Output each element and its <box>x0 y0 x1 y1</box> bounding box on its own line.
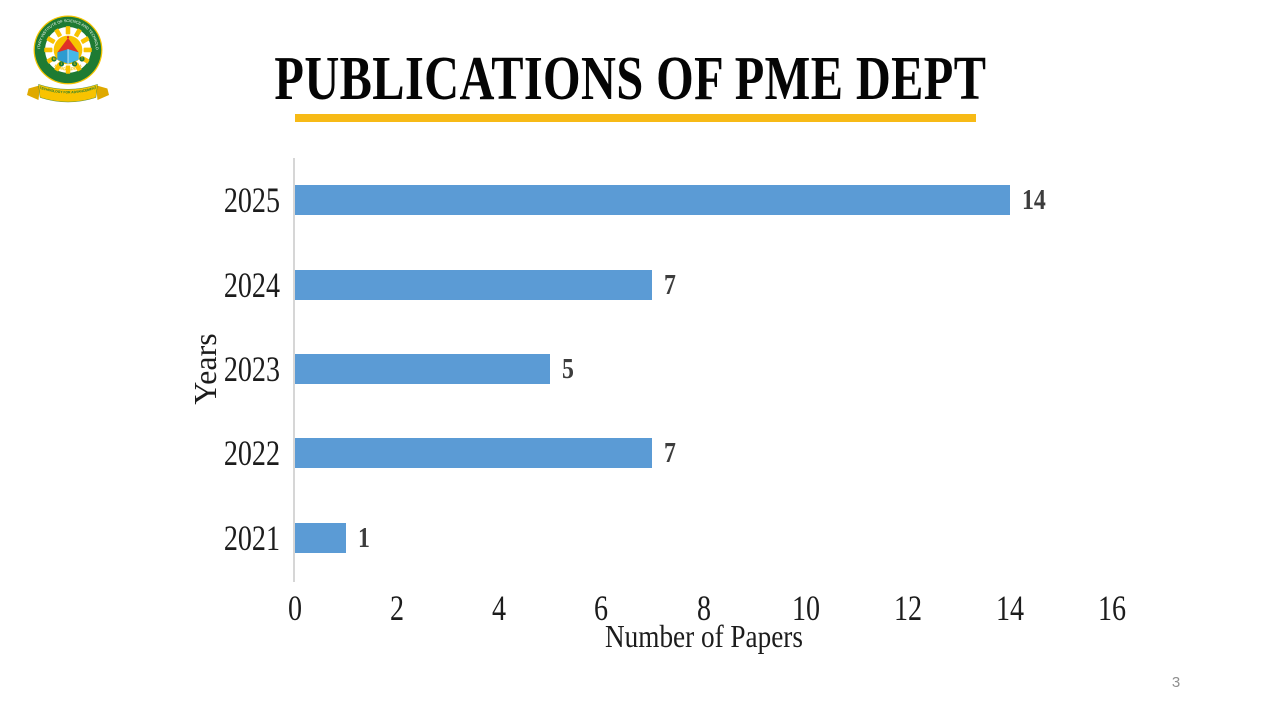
x-axis-title: Number of Papers <box>605 618 803 654</box>
mist-logo: MILITARY INSTITUTE OF SCIENCE AND TECHNO… <box>27 13 109 103</box>
bar-2024 <box>295 269 653 300</box>
x-tick-label: 2 <box>390 588 405 628</box>
logo-mist-letters: M I S T <box>51 56 85 67</box>
category-label: 2022 <box>223 433 280 474</box>
bar-2021 <box>295 522 347 553</box>
svg-text:I: I <box>61 62 62 66</box>
title-underline <box>295 114 976 122</box>
svg-text:M: M <box>53 57 56 61</box>
bar-value-label: 7 <box>664 437 677 470</box>
svg-text:S: S <box>73 62 76 66</box>
x-tick-label: 10 <box>791 588 820 628</box>
logo-book-left <box>57 49 68 64</box>
x-tick-label: 12 <box>893 588 922 628</box>
x-tick-label: 16 <box>1097 588 1127 628</box>
x-tick-label: 8 <box>696 588 711 628</box>
title-wrap: PUBLICATIONS OF PME DEPT <box>140 46 1120 112</box>
page-title: PUBLICATIONS OF PME DEPT <box>274 45 986 113</box>
category-label: 2024 <box>223 264 280 305</box>
page-number: 3 <box>1171 674 1181 691</box>
x-tick-label: 6 <box>594 588 609 628</box>
x-tick-label: 14 <box>995 588 1024 628</box>
logo-ribbon: TECHNOLOGY FOR ADVANCEMENT <box>27 84 109 103</box>
category-label: 2021 <box>223 517 280 558</box>
bar-value-label: 14 <box>1021 184 1046 217</box>
y-axis-line <box>293 158 295 582</box>
bar-2023 <box>295 354 551 384</box>
x-tick-label: 4 <box>492 588 507 628</box>
logo-flame <box>57 38 79 53</box>
bar-value-label: 1 <box>358 521 370 554</box>
svg-text:T: T <box>81 57 83 61</box>
bar-value-label: 5 <box>562 353 575 385</box>
x-tick-label: 0 <box>287 588 303 628</box>
category-label: 2023 <box>223 349 280 389</box>
logo-book-right <box>68 49 79 64</box>
bar-2025 <box>295 185 1010 216</box>
category-label: 2025 <box>223 180 280 221</box>
bar-2022 <box>295 438 653 469</box>
bar-value-label: 7 <box>664 268 677 301</box>
